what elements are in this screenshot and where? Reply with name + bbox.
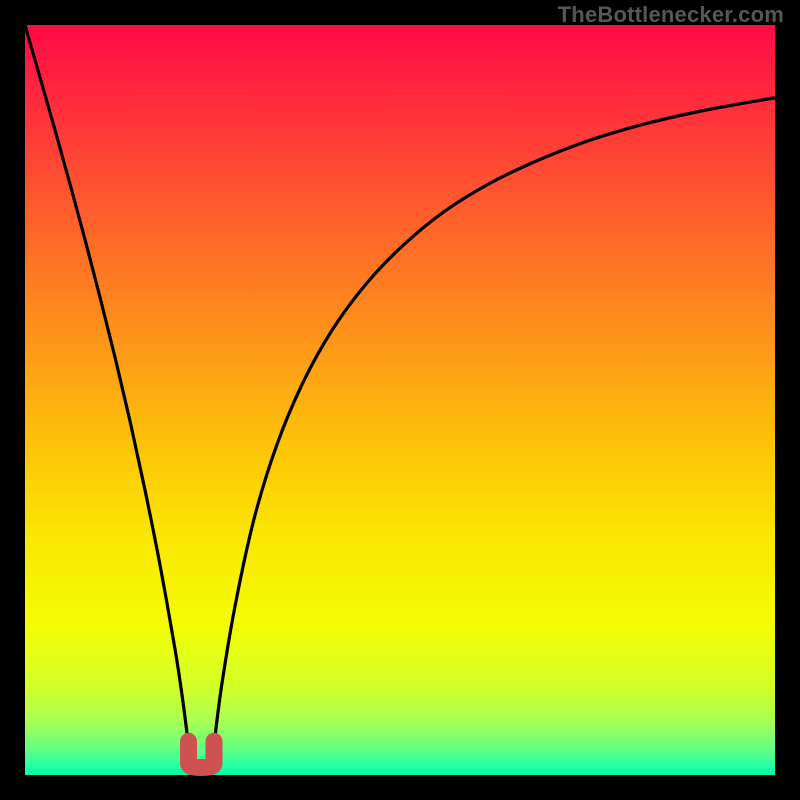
- bottleneck-curve-chart: TheBottlenecker.com: [0, 0, 800, 800]
- plot-background: [25, 25, 775, 775]
- chart-svg: [0, 0, 800, 800]
